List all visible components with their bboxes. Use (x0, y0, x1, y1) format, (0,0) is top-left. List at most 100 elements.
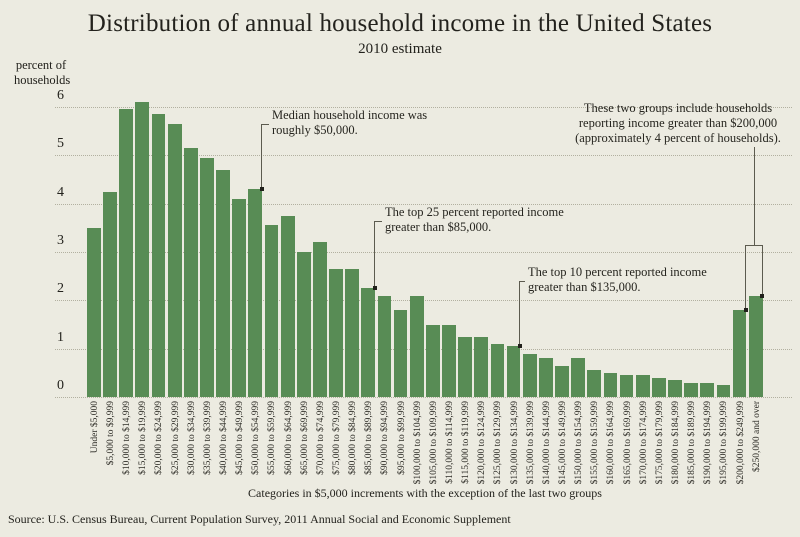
x-tick-label: $110,000 to $114,999 (445, 401, 456, 484)
x-tick-label: $30,000 to $34,999 (186, 401, 197, 475)
bar (603, 372, 618, 397)
x-tick-label: $170,000 to $174,999 (638, 401, 649, 485)
annotation-text-top-two-groups: These two groups include households repor… (555, 101, 800, 146)
bar (425, 324, 440, 397)
annotation-line: The top 10 percent reported income (528, 265, 707, 279)
annotation-line: Median household income was (272, 108, 428, 122)
callout-dot (760, 293, 765, 298)
x-tick-label: $15,000 to $19,999 (138, 401, 149, 475)
x-tick-label: $200,000 to $249,999 (735, 401, 746, 485)
x-tick-label: $35,000 to $39,999 (202, 401, 213, 475)
x-axis-caption: Categories in $5,000 increments with the… (248, 486, 602, 500)
bar (635, 375, 650, 397)
annotation-text-top-10-percent: The top 10 percent reported income greate… (528, 265, 707, 295)
callout-dot (743, 308, 748, 312)
bar (280, 215, 295, 397)
x-tick-label: $190,000 to $194,999 (703, 401, 714, 485)
callout-dot (372, 286, 377, 291)
x-tick-label: $40,000 to $44,999 (219, 401, 230, 475)
annotation-line: greater than $135,000. (528, 280, 641, 294)
bar (619, 375, 634, 397)
bar (167, 123, 182, 397)
x-tick-label: $75,000 to $79,999 (332, 401, 343, 475)
x-tick-label: $175,000 to $179,999 (654, 401, 665, 485)
bar (329, 268, 343, 397)
bar (183, 148, 198, 397)
bar (409, 295, 424, 397)
bar (458, 336, 473, 397)
x-tick-label: $5,000 to $9,999 (106, 401, 117, 466)
gridline (55, 203, 792, 205)
bar (490, 343, 505, 397)
bar (135, 102, 150, 397)
annotation-line: roughly $50,000. (272, 123, 358, 137)
x-tick-label: $20,000 to $24,999 (154, 401, 165, 475)
x-tick-label: $45,000 to $49,999 (235, 401, 246, 475)
bar (199, 157, 214, 397)
x-tick-label: $10,000 to $14,999 (122, 401, 133, 475)
bar (587, 370, 602, 397)
chart-title: Distribution of annual household income … (87, 10, 713, 37)
x-tick-label: $85,000 to $89,999 (364, 401, 375, 475)
callout-bracket-left-leg (745, 245, 747, 310)
callout-line (261, 124, 269, 125)
x-tick-label: $125,000 to $129,999 (493, 401, 504, 485)
y-tick-label: 4 (57, 184, 64, 200)
x-tick-label: $80,000 to $84,999 (348, 401, 359, 475)
x-tick-label: $130,000 to $134,999 (509, 401, 520, 485)
bar (232, 198, 247, 397)
gridline (55, 107, 792, 109)
annotation-line: greater than $85,000. (385, 220, 492, 234)
y-axis-title: percent of households (14, 58, 70, 87)
bar (151, 114, 166, 397)
bar (668, 380, 682, 397)
x-tick-label: $165,000 to $169,999 (622, 401, 633, 485)
callout-line (519, 281, 525, 282)
y-tick-label: 5 (57, 136, 64, 152)
bar (345, 268, 360, 397)
gridline (55, 155, 792, 157)
bar (264, 225, 279, 397)
bar (296, 252, 311, 397)
bar (442, 324, 456, 397)
callout-dot (259, 187, 264, 192)
bar (103, 191, 117, 397)
x-tick-label: $155,000 to $159,999 (590, 401, 601, 485)
x-tick-label: $180,000 to $184,999 (671, 401, 681, 485)
callout-line (374, 221, 382, 222)
y-tick-label: 1 (57, 329, 64, 345)
x-tick-label: $185,000 to $189,999 (687, 401, 698, 485)
x-tick-label: $100,000 to $104,999 (412, 401, 423, 485)
bar (393, 310, 408, 397)
annotation-text-top-25-percent: The top 25 percent reported income greate… (385, 205, 564, 235)
callout-stem (754, 147, 755, 245)
x-tick-label: $195,000 to $199,999 (719, 401, 730, 485)
x-tick-label: $115,000 to $119,999 (461, 401, 472, 484)
x-tick-label: $25,000 to $29,999 (170, 401, 181, 475)
bar (87, 227, 101, 397)
x-tick-label: $105,000 to $109,999 (428, 401, 439, 485)
bar (684, 382, 699, 397)
bar (506, 346, 521, 397)
x-tick-label: $135,000 to $139,999 (525, 401, 536, 485)
annotation-text-median: Median household income was roughly $50,0… (272, 108, 427, 138)
bar (522, 353, 537, 397)
callout-dot (517, 344, 522, 349)
x-tick-label: $140,000 to $144,999 (541, 401, 552, 485)
callout-bracket-right-leg (761, 245, 763, 296)
x-tick-label: $250,000 and over (751, 401, 762, 472)
y-tick-label: 2 (57, 281, 64, 297)
x-tick-label: $60,000 to $64,999 (283, 401, 294, 475)
gridline (55, 252, 792, 253)
x-tick-label: $65,000 to $69,999 (299, 401, 310, 475)
x-tick-label: $95,000 to $99,999 (396, 401, 407, 475)
callout-line (374, 221, 376, 289)
bar (651, 377, 666, 397)
x-tick-label: $120,000 to $124,999 (477, 401, 488, 485)
x-tick-label: Under $5,000 (89, 401, 100, 454)
x-tick-label: $160,000 to $164,999 (606, 401, 617, 485)
gridline (55, 397, 792, 398)
bar (312, 242, 327, 397)
y-tick-label: 6 (57, 88, 64, 104)
